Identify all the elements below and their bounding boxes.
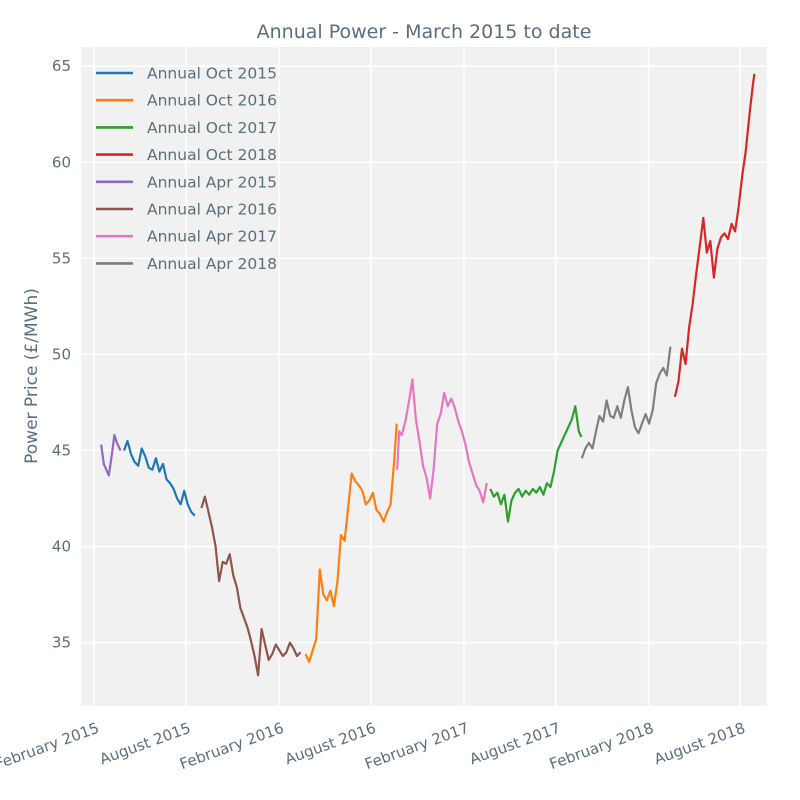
series-line [304,423,398,663]
series-line [200,495,302,677]
x-tick-label: February 2018 [547,719,656,773]
legend-entry: Annual Oct 2016 [147,92,277,110]
grid-lines [81,47,767,706]
legend-entry: Annual Apr 2016 [147,201,277,219]
x-tick-label: February 2015 [0,719,102,773]
chart-title: Annual Power - March 2015 to date [257,21,592,43]
series-line [673,73,756,397]
series-line [580,346,672,459]
legend: Annual Oct 2015 Annual Oct 2016 Annual Oct… [96,65,277,273]
x-tick-label: February 2016 [177,719,286,773]
y-tick-labels: 35 40 45 50 55 60 65 [52,57,71,651]
y-tick-label: 35 [52,634,71,652]
series-line [122,439,196,517]
y-axis-label: Power Price (£/MWh) [22,288,42,464]
x-tick-label: August 2018 [652,719,748,769]
y-tick-label: 65 [52,57,71,75]
legend-entry: Annual Oct 2015 [147,65,277,83]
legend-entry: Annual Apr 2015 [147,173,277,191]
y-tick-label: 50 [52,345,71,363]
series-line [396,378,488,504]
x-tick-label: February 2017 [362,719,471,773]
legend-entry: Annual Apr 2017 [147,228,277,246]
y-tick-label: 60 [52,153,71,171]
series-line [100,434,122,477]
plot-area [81,47,767,706]
y-tick-label: 55 [52,249,71,267]
series-lines [100,73,756,677]
y-tick-label: 40 [52,538,71,556]
legend-entry: Annual Oct 2018 [147,146,277,164]
legend-entry: Annual Apr 2018 [147,255,277,273]
legend-entry: Annual Oct 2017 [147,119,277,137]
y-tick-label: 45 [52,441,71,459]
series-line [489,405,583,523]
